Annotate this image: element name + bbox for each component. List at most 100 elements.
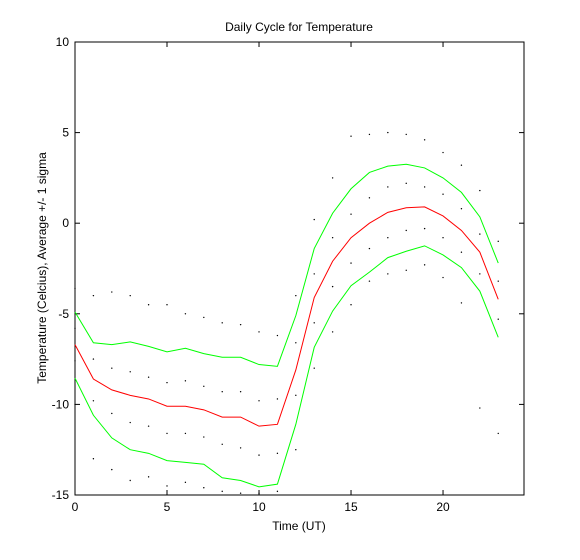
- sample-point: [239, 323, 242, 326]
- sample-point: [239, 391, 242, 393]
- y-tick-label: -10: [52, 397, 70, 411]
- sample-point: [295, 294, 297, 297]
- sample-point: [460, 251, 463, 253]
- sample-point: [387, 273, 389, 275]
- y-axis-label: Temperature (Celcius), Average +/- 1 sig…: [35, 152, 49, 384]
- sample-point: [147, 304, 150, 306]
- sample-point: [239, 492, 242, 494]
- sample-point: [460, 164, 463, 166]
- sample-point: [184, 313, 187, 315]
- sample-point: [405, 182, 407, 185]
- sample-point: [184, 481, 187, 484]
- sample-point: [295, 394, 297, 397]
- sample-point: [166, 432, 168, 435]
- sample-point: [221, 490, 223, 493]
- y-tick-label: -15: [52, 488, 70, 502]
- sample-point: [331, 331, 334, 333]
- sample-point: [258, 454, 260, 456]
- sample-point: [423, 186, 426, 188]
- sample-point: [368, 280, 371, 282]
- sample-point: [331, 177, 334, 179]
- sample-point: [442, 193, 444, 195]
- chart-title: Daily Cycle for Temperature: [225, 20, 373, 34]
- sample-point: [74, 287, 76, 290]
- sample-point: [184, 380, 187, 382]
- sample-point: [423, 227, 426, 230]
- sample-point: [423, 139, 426, 141]
- sample-point: [147, 376, 150, 378]
- sample-point: [92, 294, 95, 297]
- sample-point: [497, 240, 499, 243]
- sample-point: [387, 186, 389, 188]
- sample-point: [479, 273, 481, 275]
- sample-point: [442, 151, 444, 154]
- sample-point: [258, 492, 260, 494]
- x-tick-label: 10: [252, 500, 266, 514]
- y-tick-label: 5: [62, 126, 69, 140]
- sample-point: [129, 479, 131, 482]
- sample-point: [74, 360, 76, 362]
- series-line: [74, 245, 499, 488]
- sample-point: [405, 269, 407, 272]
- sample-point: [313, 322, 315, 324]
- sample-point: [276, 334, 279, 337]
- sample-point: [276, 490, 279, 493]
- x-tick-label: 5: [164, 500, 171, 514]
- sample-point: [276, 452, 279, 455]
- sample-point: [147, 476, 150, 478]
- sample-point: [258, 400, 260, 402]
- y-tick-label: 0: [62, 216, 69, 230]
- sample-point: [92, 458, 95, 460]
- sample-point: [74, 403, 76, 406]
- sample-point: [166, 381, 168, 384]
- sample-point: [203, 487, 205, 489]
- sample-point: [368, 197, 371, 199]
- sample-point: [92, 400, 95, 402]
- sample-point: [313, 273, 315, 275]
- sample-point: [497, 280, 499, 282]
- sample-point: [479, 189, 481, 192]
- sample-point: [368, 247, 371, 250]
- sample-point: [350, 213, 352, 215]
- y-tick-label: 10: [56, 35, 70, 49]
- sample-point: [111, 367, 113, 369]
- x-tick-label: 20: [436, 500, 450, 514]
- sample-point: [387, 236, 389, 239]
- y-tick-label: -5: [58, 307, 69, 321]
- sample-point: [221, 443, 223, 445]
- x-tick-label: 15: [344, 500, 358, 514]
- sample-point: [405, 229, 407, 232]
- sample-point: [313, 218, 315, 221]
- sample-point: [423, 264, 426, 266]
- sample-point: [368, 133, 371, 136]
- sample-point: [147, 425, 150, 427]
- series-line: [74, 163, 499, 367]
- sample-point: [460, 208, 463, 210]
- sample-point: [166, 304, 168, 306]
- sample-point: [350, 304, 352, 306]
- sample-point: [350, 135, 352, 137]
- sample-point: [239, 447, 242, 449]
- sample-point: [166, 485, 168, 487]
- sample-point: [129, 371, 131, 373]
- x-axis-label: Time (UT): [272, 519, 326, 533]
- sample-point: [497, 318, 499, 320]
- plot-frame: [74, 41, 525, 496]
- sample-point: [129, 421, 131, 424]
- sample-point: [111, 468, 113, 471]
- sample-point: [74, 327, 76, 329]
- sample-point: [479, 407, 481, 409]
- sample-point: [221, 322, 223, 324]
- sample-point: [203, 316, 205, 319]
- sample-point: [442, 236, 444, 239]
- sample-point: [184, 432, 187, 435]
- sample-point: [331, 236, 334, 239]
- sample-point: [442, 276, 444, 279]
- sample-point: [331, 285, 334, 288]
- sample-point: [479, 233, 481, 235]
- sample-point: [258, 331, 260, 333]
- sample-point: [460, 302, 463, 304]
- sample-point: [111, 412, 113, 415]
- sample-point: [92, 358, 95, 360]
